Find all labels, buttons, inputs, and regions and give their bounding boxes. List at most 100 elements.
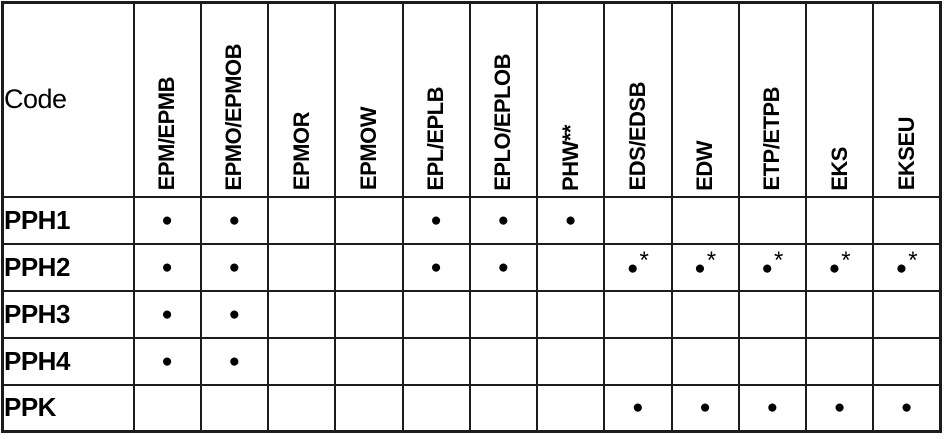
matrix-cell [266, 289, 337, 339]
matrix-cell [334, 383, 404, 433]
corner-header: Code [1, 1, 135, 198]
matrix-cell: ● [468, 195, 539, 245]
table-row: PPK ● ● ● ● ● [1, 383, 942, 433]
matrix-cell: ● [199, 289, 270, 339]
row-label: PPH1 [1, 195, 135, 245]
matrix-cell: ●* [670, 242, 740, 292]
matrix-cell [468, 289, 539, 339]
matrix-cell [872, 336, 942, 386]
column-header-label: EPMO/EPMOB [221, 43, 247, 191]
column-header-label: EPMOR [288, 112, 314, 191]
matrix-cell [334, 242, 404, 292]
bullet-dot-icon: ● [161, 350, 173, 372]
column-header-label: EPM/EPMB [154, 77, 180, 191]
matrix-cell [872, 289, 942, 339]
corner-header-label: Code [4, 84, 68, 115]
column-header: EPMOR [266, 1, 337, 198]
column-header-label: EKS [826, 146, 852, 191]
bullet-dot-icon: ● [161, 209, 173, 231]
matrix-cell: ●* [872, 242, 942, 292]
matrix-cell [401, 383, 471, 433]
row-label: PPH3 [1, 289, 135, 339]
row-label: PPH2 [1, 242, 135, 292]
matrix-cell [468, 383, 539, 433]
matrix-cell: ● [804, 383, 875, 433]
matrix-cell [468, 336, 539, 386]
matrix-cell: ● [872, 383, 942, 433]
matrix-cell: ● [199, 242, 270, 292]
column-header: EKSEU [872, 1, 942, 198]
matrix-cell [535, 336, 606, 386]
matrix-cell [603, 195, 673, 245]
asterisk-mark: * [773, 247, 784, 274]
bullet-dot-icon: ● [228, 209, 241, 231]
matrix-cell [603, 289, 673, 339]
matrix-cell [401, 289, 471, 339]
table-body: PPH1 ● ● ● ● ● PPH2 ● ● ● ● ●* ●* ●* ●* ●* PPH3 ● ● PPH4 ● ● P… [1, 195, 942, 433]
matrix-cell [737, 336, 808, 386]
bullet-dot-icon: ● [228, 350, 241, 372]
matrix-cell [132, 383, 202, 433]
matrix-cell: ● [401, 242, 471, 292]
matrix-cell [266, 383, 337, 433]
matrix-cell [334, 336, 404, 386]
bullet-dot-icon: ● [833, 397, 846, 419]
matrix-cell [804, 195, 875, 245]
column-header: ETP/ETPB [737, 1, 808, 198]
compatibility-table: Code EPM/EPMB EPMO/EPMOB EPMOR EPMOW EPL/EPL… [1, 1, 942, 433]
matrix-cell [266, 195, 337, 245]
asterisk-mark: * [908, 247, 918, 274]
matrix-cell: ● [132, 336, 202, 386]
bullet-dot-icon: ● [564, 209, 577, 231]
matrix-cell [872, 195, 942, 245]
column-header: EPMO/EPMOB [199, 1, 270, 198]
matrix-cell [535, 289, 606, 339]
matrix-cell [266, 336, 337, 386]
matrix-cell [737, 289, 808, 339]
matrix-cell: ● [199, 195, 270, 245]
matrix-cell [670, 336, 740, 386]
asterisk-mark: * [639, 247, 649, 274]
column-header-label: ETP/ETPB [759, 86, 785, 191]
matrix-cell [535, 383, 606, 433]
matrix-cell: ● [401, 195, 471, 245]
column-header-label: EDW [692, 140, 718, 191]
matrix-cell: ●* [603, 242, 673, 292]
row-label: PPK [1, 383, 135, 433]
column-header-label: EPLO/EPLOB [490, 53, 516, 191]
matrix-cell [535, 242, 606, 292]
matrix-cell: ● [468, 242, 539, 292]
matrix-cell [670, 289, 740, 339]
matrix-cell [334, 195, 404, 245]
matrix-cell [603, 336, 673, 386]
bullet-dot-icon: ● [632, 397, 644, 419]
column-header: EPL/EPLB [401, 1, 471, 198]
matrix-cell [401, 336, 471, 386]
matrix-cell [804, 336, 875, 386]
bullet-dot-icon: ● [497, 256, 510, 278]
bullet-dot-icon: ● [497, 209, 510, 231]
matrix-cell: ● [670, 383, 740, 433]
column-header: EKS [804, 1, 875, 198]
bullet-dot-icon: ● [699, 397, 711, 419]
column-header: EPMOW [334, 1, 404, 198]
matrix-cell: ● [132, 289, 202, 339]
table-row: PPH2 ● ● ● ● ●* ●* ●* ●* ●* [1, 242, 942, 292]
column-header: EDS/EDSB [603, 1, 673, 198]
table-row: PPH3 ● ● [1, 289, 942, 339]
matrix-cell [334, 289, 404, 339]
row-label: PPH4 [1, 336, 135, 386]
column-header-label: EPMOW [355, 107, 381, 191]
bullet-dot-icon: ● [430, 256, 442, 278]
matrix-cell: ● [132, 242, 202, 292]
table-row: PPH4 ● ● [1, 336, 942, 386]
bullet-dot-icon: ● [228, 303, 241, 325]
matrix-cell [199, 383, 270, 433]
bullet-dot-icon: ● [161, 303, 173, 325]
matrix-cell: ● [199, 336, 270, 386]
bullet-dot-icon: ● [900, 397, 913, 419]
matrix-cell [737, 195, 808, 245]
column-header: PHW** [535, 1, 606, 198]
column-header-label: EPL/EPLB [423, 86, 449, 191]
header-row: Code EPM/EPMB EPMO/EPMOB EPMOR EPMOW EPL/EPL… [1, 1, 942, 198]
